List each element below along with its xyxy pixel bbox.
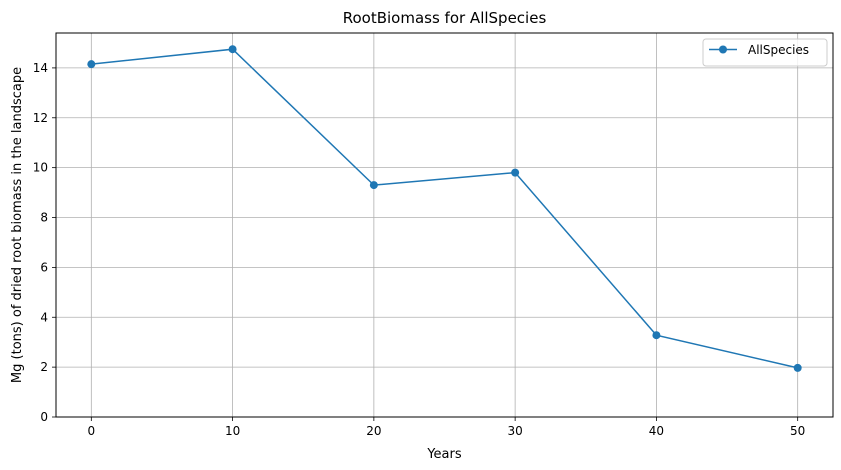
series-line (91, 48, 798, 369)
y-tick-label: 4 (40, 310, 48, 324)
y-axis-ticks: 0 2 4 6 8 10 12 14 (33, 61, 56, 424)
x-tick-label: 20 (366, 424, 381, 438)
data-point (369, 181, 378, 190)
y-tick-label: 8 (40, 211, 48, 225)
y-tick-label: 10 (33, 161, 48, 175)
legend-marker-swatch (719, 45, 727, 54)
data-point (228, 45, 237, 54)
data-point (511, 168, 520, 177)
y-axis-label: Mg (tons) of dried root biomass in the l… (10, 67, 25, 383)
data-point (87, 60, 96, 69)
data-point (793, 363, 802, 372)
x-tick-label: 50 (790, 424, 805, 438)
y-tick-label: 6 (40, 260, 48, 274)
legend: AllSpecies (702, 38, 828, 67)
x-tick-label: 10 (225, 424, 240, 438)
grid-lines (56, 33, 833, 418)
legend-label: AllSpecies (748, 43, 809, 57)
x-axis-ticks: 0 10 20 30 40 50 (87, 417, 805, 438)
legend-box (702, 38, 828, 67)
x-tick-label: 0 (87, 424, 95, 438)
y-tick-label: 2 (40, 360, 48, 374)
plot-frame (55, 32, 834, 418)
y-tick-label: 12 (33, 111, 48, 125)
y-tick-label: 0 (40, 410, 48, 424)
data-point (652, 331, 661, 340)
y-tick-label: 14 (33, 61, 48, 75)
x-axis-label: Years (426, 447, 462, 462)
series-group (87, 45, 802, 372)
x-tick-label: 30 (507, 424, 522, 438)
x-tick-label: 40 (649, 424, 664, 438)
chart-title: RootBiomass for AllSpecies (343, 9, 547, 27)
